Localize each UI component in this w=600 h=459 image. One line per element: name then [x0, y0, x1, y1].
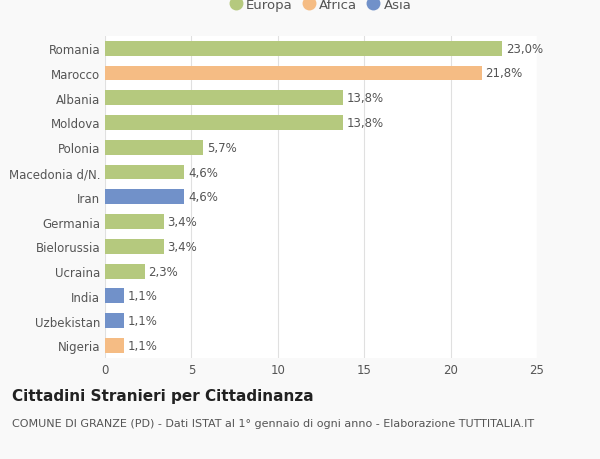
Text: 21,8%: 21,8% — [485, 67, 523, 80]
Bar — [105, 165, 184, 180]
Text: 4,6%: 4,6% — [188, 166, 218, 179]
Text: 1,1%: 1,1% — [127, 314, 157, 327]
Legend: Europa, Africa, Asia: Europa, Africa, Asia — [226, 0, 416, 17]
Text: Cittadini Stranieri per Cittadinanza: Cittadini Stranieri per Cittadinanza — [12, 388, 314, 403]
Text: 13,8%: 13,8% — [347, 92, 384, 105]
Text: 2,3%: 2,3% — [148, 265, 178, 278]
Bar — [105, 91, 343, 106]
Text: 1,1%: 1,1% — [127, 339, 157, 352]
Bar — [105, 190, 184, 205]
Bar — [105, 289, 124, 304]
Bar — [105, 116, 343, 131]
Text: COMUNE DI GRANZE (PD) - Dati ISTAT al 1° gennaio di ogni anno - Elaborazione TUT: COMUNE DI GRANZE (PD) - Dati ISTAT al 1°… — [12, 418, 534, 428]
Bar — [105, 313, 124, 328]
Bar — [105, 264, 145, 279]
Bar — [105, 338, 124, 353]
Bar — [105, 240, 164, 254]
Text: 23,0%: 23,0% — [506, 43, 543, 56]
Bar — [105, 140, 203, 155]
Text: 1,1%: 1,1% — [127, 290, 157, 303]
Text: 13,8%: 13,8% — [347, 117, 384, 130]
Text: 4,6%: 4,6% — [188, 191, 218, 204]
Bar — [105, 67, 482, 81]
Bar — [105, 42, 502, 56]
Text: 3,4%: 3,4% — [167, 241, 197, 253]
Bar — [105, 215, 164, 230]
Text: 3,4%: 3,4% — [167, 216, 197, 229]
Text: 5,7%: 5,7% — [207, 141, 237, 154]
